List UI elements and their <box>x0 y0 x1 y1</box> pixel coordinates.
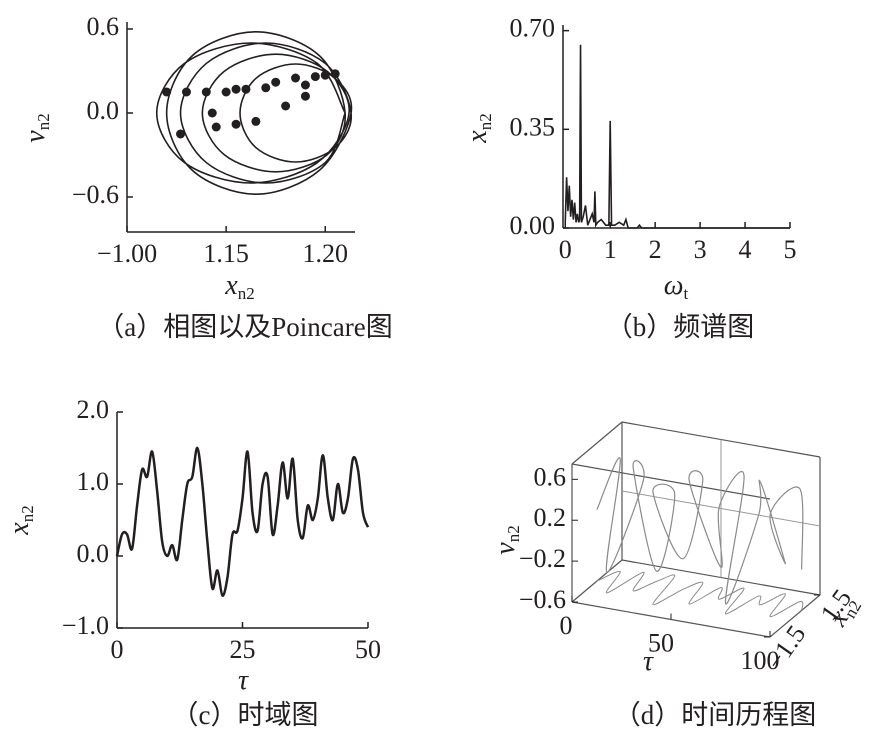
y-tick-label: 0.6 <box>534 462 567 491</box>
poincare-point <box>291 73 301 83</box>
x-tick-label: 5 <box>784 235 797 264</box>
poincare-point <box>181 87 191 97</box>
axis-label: xn2 <box>224 270 254 302</box>
caption: （a）相图以及Poincare图 <box>97 312 392 342</box>
data-line <box>155 30 353 196</box>
axis-label: τ <box>643 646 654 677</box>
y-tick-label: 0.35 <box>510 112 556 141</box>
poincare-point <box>162 87 172 97</box>
axis-label: vn2 <box>490 525 522 554</box>
poincare-point <box>271 77 281 87</box>
poincare-point <box>241 84 251 94</box>
axis-label-text: x <box>224 270 238 301</box>
axis-label-sub: n2 <box>504 525 523 542</box>
axis-label-text: v <box>20 130 51 143</box>
axis-label: vn2 <box>20 113 52 142</box>
x-tick-label: 50 <box>648 628 674 657</box>
x-tick-label: 1.15 <box>203 239 249 268</box>
y-tick-label: 0.0 <box>87 96 120 125</box>
axis-label: xn2 <box>4 505 36 535</box>
axis-label-text: τ <box>643 646 654 677</box>
axis-label: xn2 <box>462 113 494 143</box>
poincare-point <box>300 91 310 101</box>
poincare-point <box>231 119 241 129</box>
trajectory <box>596 457 804 605</box>
x-tick-label: 50 <box>355 635 381 664</box>
y-tick-label: −0.2 <box>519 544 566 573</box>
poincare-point <box>310 72 320 82</box>
poincare-point <box>281 101 291 111</box>
poincare-point <box>320 70 330 80</box>
x-tick-label: 1 <box>604 235 617 264</box>
data-line <box>564 44 790 229</box>
axis-label-sub: n2 <box>18 505 37 522</box>
axis-label-text: x <box>4 522 35 536</box>
poincare-point <box>201 87 211 97</box>
y-tick-label: 0.00 <box>510 211 556 240</box>
caption: （c）时域图 <box>172 700 319 730</box>
y-tick-label: 0.0 <box>77 539 110 568</box>
axis-label-text: ω <box>664 270 684 301</box>
y-tick-label: 0.6 <box>87 12 120 41</box>
y-tick-label: 0.2 <box>534 503 567 532</box>
poincare-point <box>251 116 261 126</box>
x-tick-label: 4 <box>739 235 752 264</box>
box-edge <box>571 421 623 465</box>
x-tick-label: 0 <box>111 635 124 664</box>
x-tick-label: 100 <box>741 646 780 675</box>
axis-label-text: τ <box>238 665 249 696</box>
poincare-point <box>300 80 310 90</box>
y-tick-label: −0.6 <box>519 585 566 614</box>
axis-label: ωt <box>664 270 689 302</box>
floor-projection <box>596 570 804 618</box>
x-tick-label: 25 <box>230 635 256 664</box>
poincare-point <box>207 108 217 118</box>
poincare-point <box>330 69 340 79</box>
x-tick-label: −1.00 <box>97 239 157 268</box>
x-tick-label: 0 <box>560 611 573 640</box>
poincare-point <box>211 122 221 132</box>
box-edge <box>769 594 821 638</box>
axis-label-sub: n2 <box>34 113 53 130</box>
axis-label-sub: t <box>684 284 689 303</box>
y-tick-label: −0.6 <box>72 180 119 209</box>
axis-label-sub: n2 <box>238 284 255 303</box>
data-line <box>115 446 370 597</box>
poincare-point <box>261 83 271 93</box>
y-tick-label: 0.70 <box>510 14 556 43</box>
x-tick-label: 3 <box>694 235 707 264</box>
caption: （b）频谱图 <box>606 312 755 342</box>
x-tick-label: 0 <box>559 235 572 264</box>
axis-label-text: x <box>462 130 493 144</box>
y-tick-label: 2.0 <box>77 395 110 424</box>
poincare-point <box>221 87 231 97</box>
y-tick-label: 1.0 <box>77 467 110 496</box>
axis-label-text: v <box>490 542 521 555</box>
axis-label-sub: n2 <box>476 113 495 130</box>
y-tick-label: −1.0 <box>62 611 109 640</box>
box-grid <box>621 490 821 527</box>
axis-label: τ <box>238 665 249 696</box>
x-tick-label: 2 <box>649 235 662 264</box>
box-edge <box>571 463 771 500</box>
x-tick-label: 1.20 <box>303 239 349 268</box>
poincare-point <box>231 84 241 94</box>
poincare-point <box>176 129 186 139</box>
caption: （d）时间历程图 <box>614 700 817 730</box>
